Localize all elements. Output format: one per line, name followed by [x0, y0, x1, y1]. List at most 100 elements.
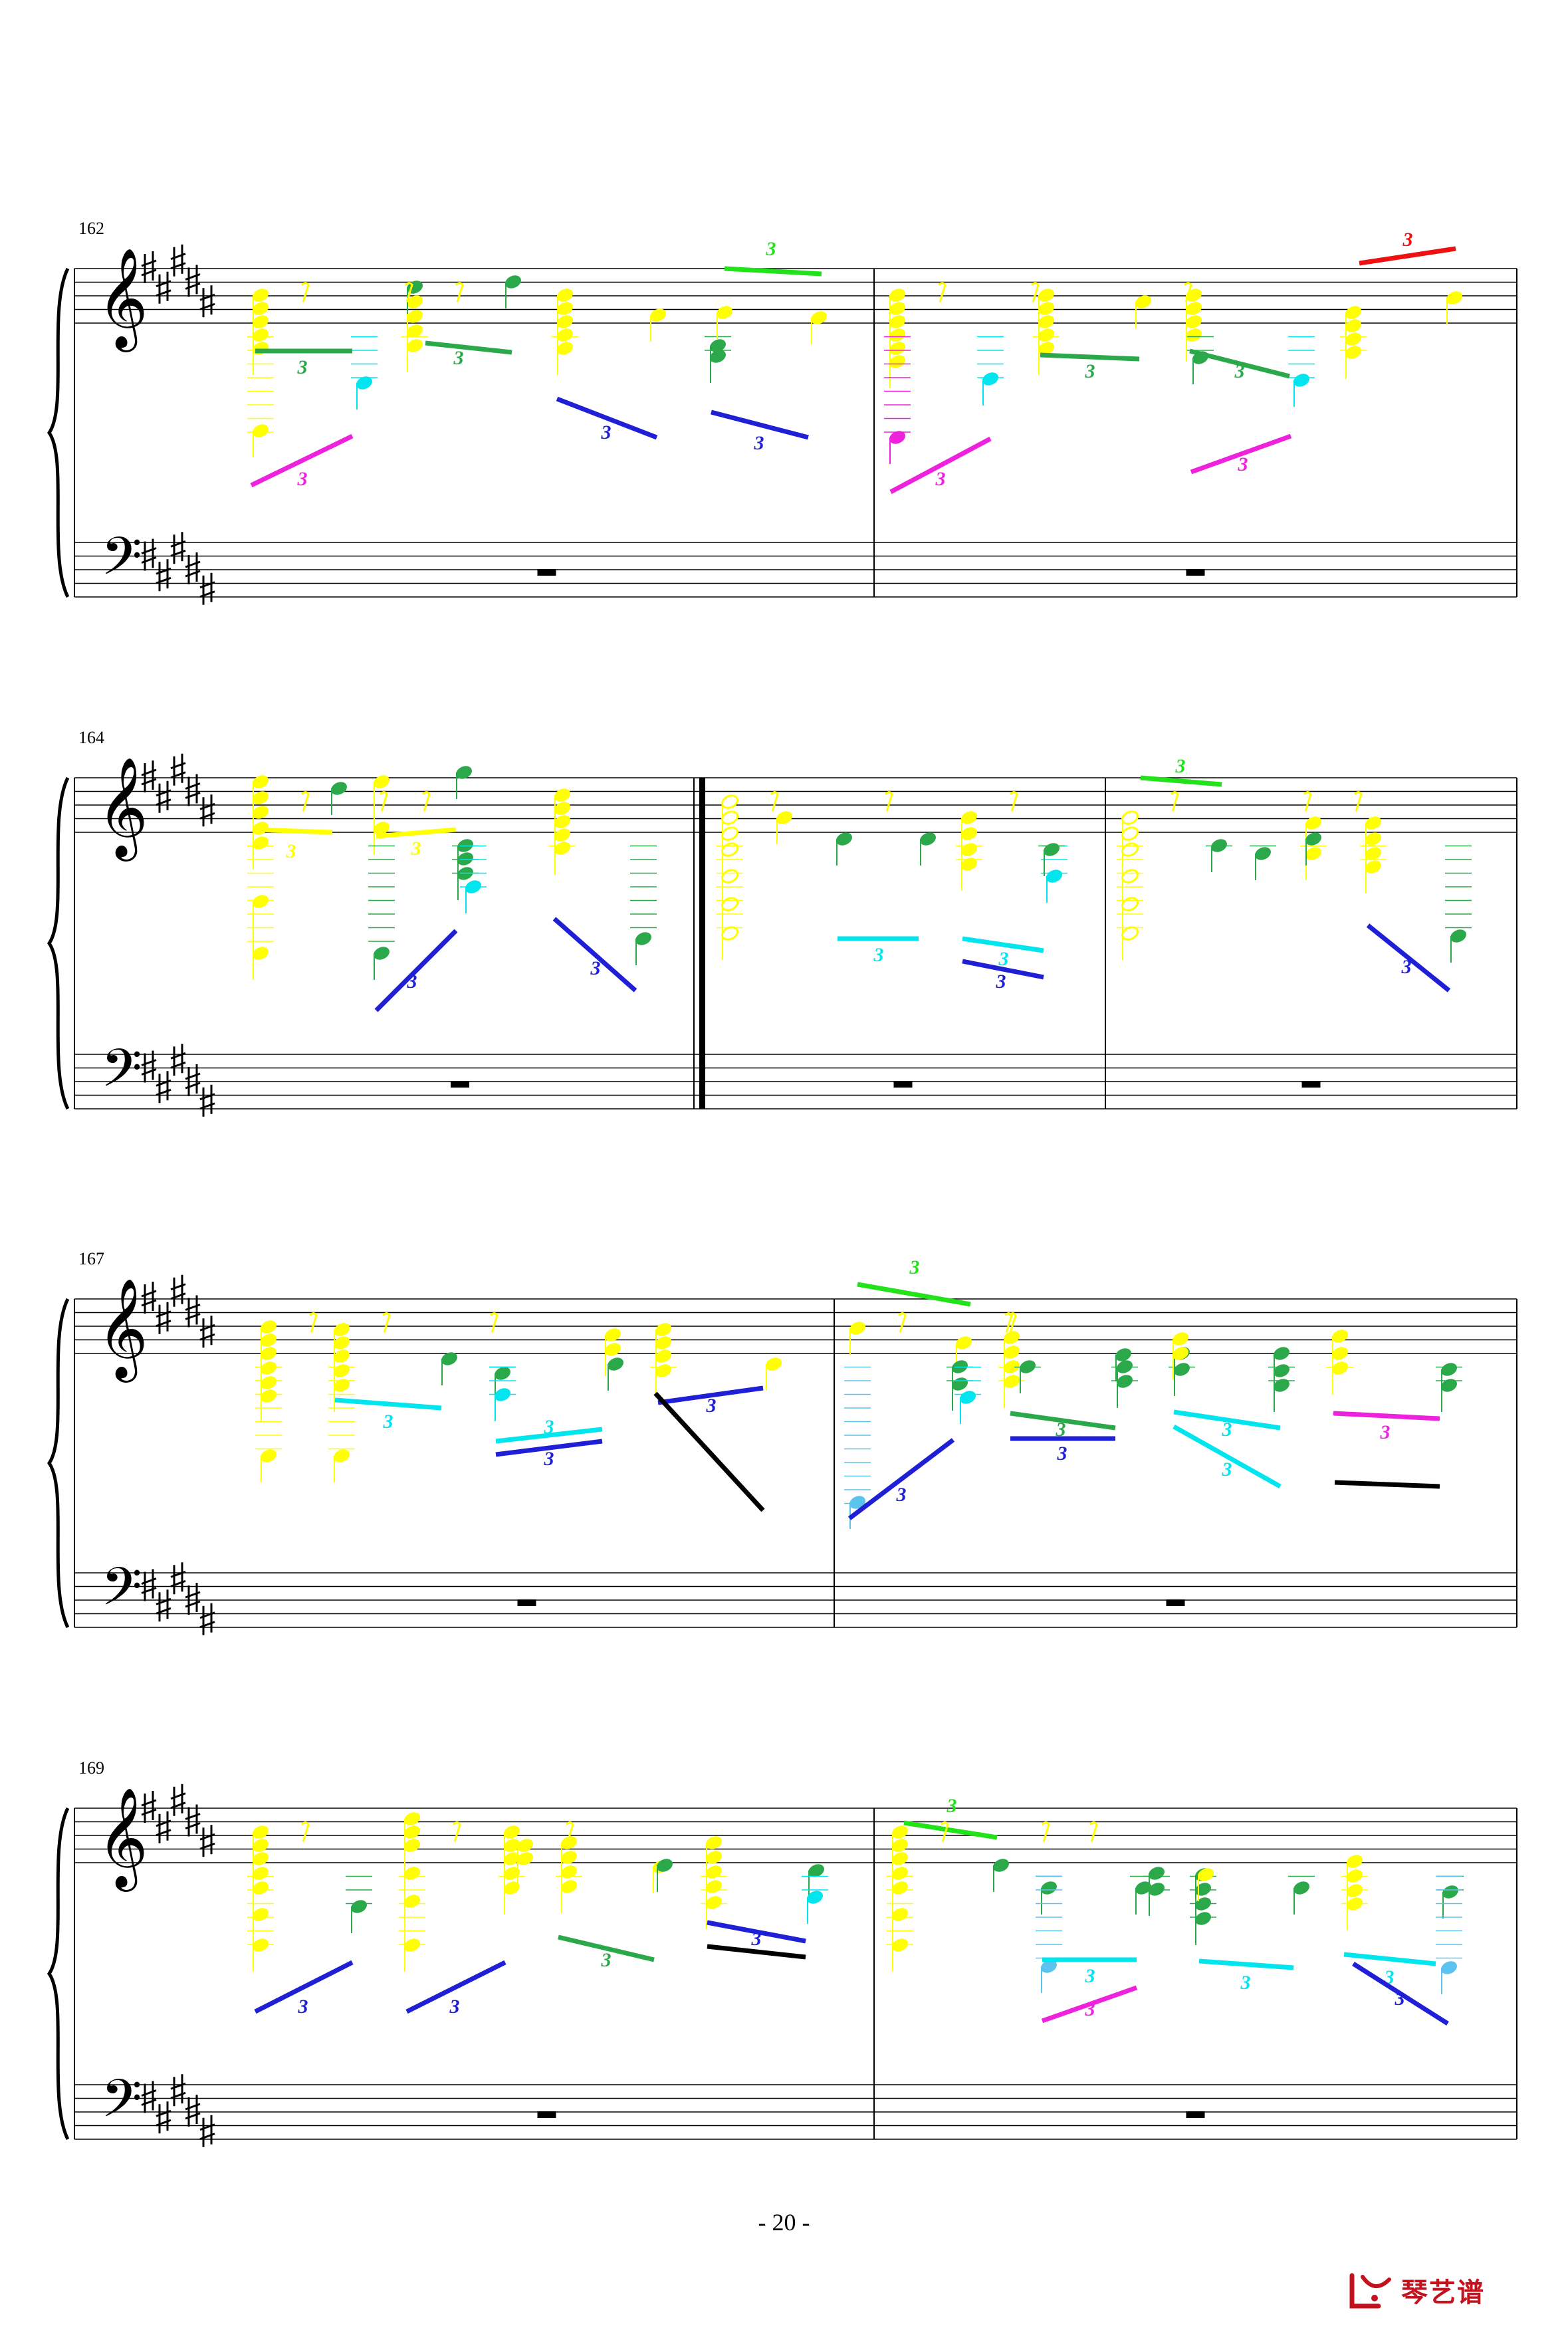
key-signature-sharp-icon: [169, 2073, 187, 2107]
tuplet-number: 3: [1222, 1419, 1232, 1441]
tuplet-number: 3: [1056, 1419, 1066, 1441]
key-signature-sharp-icon: [199, 793, 216, 828]
key-signature-sharp-icon: [184, 773, 201, 807]
key-signature-sharp-icon: [184, 1294, 201, 1328]
bass-clef-icon: 𝄢: [101, 526, 142, 600]
eighth-rest-icon: [421, 791, 431, 812]
tuplet-number: 3: [286, 840, 296, 862]
tuplet-number: 3: [407, 971, 417, 992]
tuplet-number: 3: [601, 1949, 612, 1971]
key-signature-sharp-icon: [199, 572, 216, 606]
key-signature-sharp-icon: [169, 753, 187, 787]
tuplet-number: 3: [1402, 229, 1413, 251]
key-signature-sharp-icon: [140, 538, 158, 572]
treble-clef-icon: 𝄞: [97, 247, 148, 352]
tuplet-number: 3: [896, 1484, 907, 1506]
key-signature-sharp-icon: [169, 530, 187, 565]
tuplet-beam: [707, 1944, 806, 1960]
eighth-rest-icon: [897, 1312, 907, 1334]
tuplet-beam: [250, 433, 354, 488]
tuplet-beam: [962, 959, 1044, 980]
key-signature-sharp-icon: [199, 1084, 216, 1118]
tuplet-beam: [657, 1385, 764, 1405]
tuplet-beam: [495, 1439, 603, 1457]
tuplet-beam: [1040, 352, 1140, 362]
bass-clef-icon: 𝄢: [101, 1556, 142, 1631]
bass-clef-icon: 𝄢: [101, 1038, 142, 1112]
eighth-rest-icon: [937, 282, 947, 303]
tuplet-beam: [1190, 433, 1292, 475]
tuplet-number: 3: [601, 421, 612, 443]
tuplet-number: 3: [1175, 755, 1186, 777]
eighth-rest-icon: [455, 282, 464, 303]
page-number: - 20 -: [758, 2209, 810, 2236]
tuplet-number: 3: [754, 432, 764, 454]
tuplet-number: 3: [873, 944, 884, 966]
key-signature-sharp-icon: [155, 2100, 172, 2135]
measure-number: 164: [78, 728, 104, 747]
tuplet-number: 3: [544, 1416, 554, 1438]
eighth-rest-icon: [382, 1312, 391, 1334]
key-signature-sharp-icon: [155, 1070, 172, 1104]
whole-rest-icon: [893, 1081, 913, 1088]
eighth-rest-icon: [565, 1821, 574, 1843]
whole-rest-icon: [1186, 569, 1205, 576]
tuplet-number: 3: [590, 957, 601, 979]
tuplet-beam: [1173, 1409, 1281, 1431]
tuplet-number: 3: [297, 468, 308, 490]
tuplet-beam: [556, 396, 658, 440]
tuplet-number: 3: [411, 838, 421, 860]
whole-rest-icon: [1301, 1081, 1321, 1088]
tuplet-number: 3: [383, 1411, 393, 1433]
tuplet-beam: [1343, 1952, 1436, 1966]
tuplet-number: 3: [1238, 453, 1248, 475]
key-signature-sharp-icon: [184, 551, 201, 586]
eighth-rest-icon: [300, 791, 310, 812]
eighth-rest-icon: [308, 1312, 318, 1334]
tuplet-beam: [711, 409, 809, 440]
double-barline: [699, 778, 705, 1109]
tuplet-beam: [962, 936, 1044, 953]
tuplet-number: 3: [1085, 360, 1095, 382]
tuplet-beam: [495, 1427, 603, 1444]
eighth-rest-icon: [1353, 791, 1363, 812]
tuplet-beam: [405, 1960, 506, 2014]
measure-number: 167: [78, 1249, 104, 1268]
eighth-rest-icon: [1183, 282, 1192, 303]
eighth-rest-icon: [1170, 791, 1179, 812]
whole-rest-icon: [537, 569, 556, 576]
treble-clef-icon: 𝄞: [97, 1786, 148, 1892]
tuplet-number: 3: [1234, 360, 1245, 382]
eighth-rest-icon: [940, 1821, 949, 1843]
treble-clef-icon: 𝄞: [97, 756, 148, 862]
eighth-rest-icon: [770, 791, 779, 812]
tuplet-number: 3: [706, 1395, 717, 1417]
brand-logo: 琴艺谱: [1348, 2267, 1547, 2313]
key-signature-sharp-icon: [140, 2080, 158, 2114]
whole-rest-icon: [1166, 1599, 1185, 1606]
tuplet-beam: [1333, 1411, 1440, 1421]
tuplet-beam: [653, 1391, 765, 1512]
key-signature-sharp-icon: [155, 558, 172, 592]
eighth-rest-icon: [1009, 791, 1018, 812]
tuplet-beam: [254, 1960, 354, 2014]
tuplet-beam: [1189, 348, 1290, 379]
eighth-rest-icon: [1303, 791, 1312, 812]
tuplet-number: 3: [1380, 1421, 1391, 1443]
key-signature-sharp-icon: [155, 780, 172, 814]
key-signature-sharp-icon: [199, 1823, 216, 1858]
tuplet-beam: [552, 917, 637, 992]
eighth-rest-icon: [1030, 282, 1040, 303]
key-signature-sharp-icon: [199, 1602, 216, 1637]
tuplet-number: 3: [751, 1928, 762, 1950]
treble-clef-icon: 𝄞: [97, 1277, 148, 1383]
tuplet-beam: [724, 266, 822, 277]
tuplet-beam: [889, 436, 992, 495]
tuplet-number: 3: [1057, 1443, 1067, 1464]
eighth-rest-icon: [1041, 1821, 1050, 1843]
tuplet-number: 3: [909, 1256, 920, 1278]
key-signature-sharp-icon: [169, 243, 187, 278]
tuplet-beam: [1352, 1962, 1449, 2026]
